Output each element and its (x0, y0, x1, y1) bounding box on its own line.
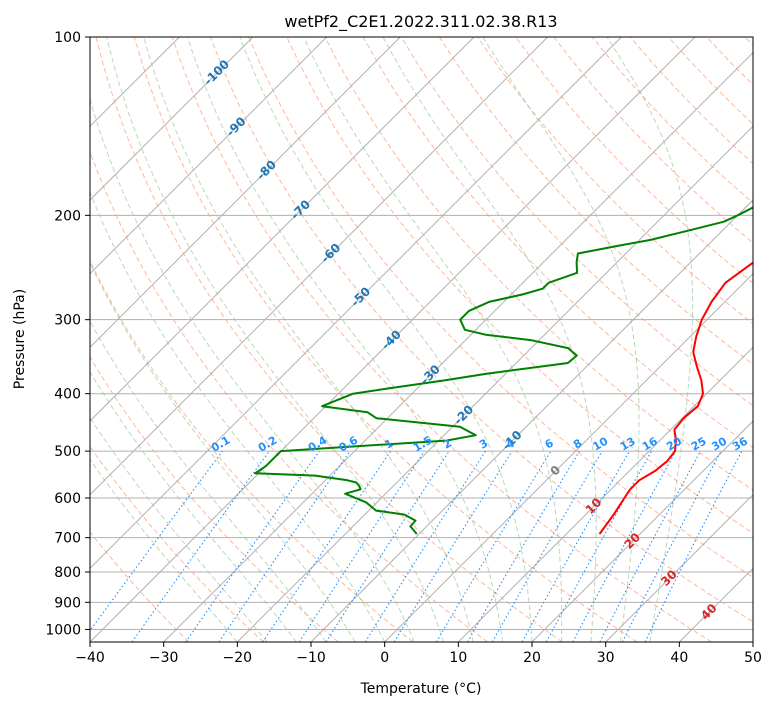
x-tick-label: −20 (223, 650, 253, 666)
x-tick-label: −40 (75, 650, 105, 666)
y-tick-label: 500 (54, 444, 81, 460)
x-tick-label: 10 (449, 650, 467, 666)
y-tick-label: 700 (54, 531, 81, 547)
x-tick-label: 0 (380, 650, 389, 666)
y-tick-label: 1000 (45, 622, 81, 638)
y-tick-label: 300 (54, 313, 81, 329)
x-tick-label: 30 (597, 650, 615, 666)
y-tick-label: 600 (54, 491, 81, 507)
x-tick-label: 40 (670, 650, 688, 666)
x-axis-label: Temperature (°C) (360, 681, 482, 697)
y-tick-label: 100 (54, 30, 81, 46)
chart-title: wetPf2_C2E1.2022.311.02.38.R13 (284, 12, 557, 32)
y-tick-label: 800 (54, 565, 81, 581)
y-axis-label: Pressure (hPa) (12, 289, 28, 389)
x-tick-label: 50 (744, 650, 762, 666)
x-tick-label: −10 (296, 650, 326, 666)
x-tick-label: 20 (523, 650, 541, 666)
y-tick-label: 400 (54, 387, 81, 403)
x-tick-label: −30 (149, 650, 179, 666)
y-tick-label: 900 (54, 595, 81, 611)
y-tick-label: 200 (54, 208, 81, 224)
